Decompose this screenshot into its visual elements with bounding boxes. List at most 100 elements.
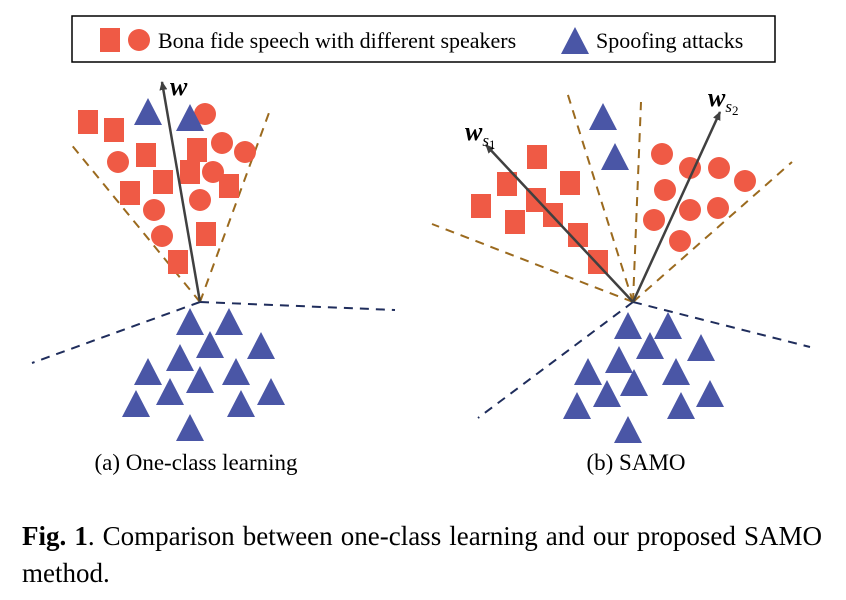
- spoof-triangle: [166, 344, 194, 371]
- panel-a-navy-boundary-left: [31, 301, 201, 364]
- legend: Bona fide speech with different speakers…: [71, 15, 776, 63]
- spoof-triangle: [654, 312, 682, 339]
- panel-b-brown-boundary-1: [431, 223, 634, 303]
- panel-b-brown-boundary-2: [566, 91, 634, 303]
- bona-fide-circle: [107, 151, 129, 173]
- panel-a-spoof-cluster: [122, 98, 285, 441]
- bona-fide-square: [136, 143, 156, 167]
- spoof-triangle: [574, 358, 602, 385]
- panel-a: w (a) One-class learning: [31, 72, 396, 475]
- bona-fide-circle: [189, 189, 211, 211]
- panel-b-caption: (b) SAMO: [586, 450, 685, 475]
- bona-fide-square: [471, 194, 491, 218]
- spoof-triangle-icon: [561, 27, 589, 54]
- bona-fide-square: [527, 145, 547, 169]
- bona-fide-circle: [143, 199, 165, 221]
- spoof-triangle: [134, 98, 162, 125]
- spoof-triangle: [227, 390, 255, 417]
- panel-b-ws2-vector: [631, 111, 722, 303]
- caption-label: Fig. 1: [22, 521, 88, 551]
- panel-a-brown-boundary-right: [199, 109, 271, 303]
- legend-spoof-label: Spoofing attacks: [596, 28, 743, 53]
- panel-a-w-vector: [159, 81, 202, 303]
- panel-b-spoof-cluster: [563, 103, 724, 443]
- bona-fide-square: [180, 160, 200, 184]
- bona-fide-circle: [151, 225, 173, 247]
- bona-fide-circle: [707, 197, 729, 219]
- bona-fide-circle: [669, 230, 691, 252]
- spoof-triangle: [222, 358, 250, 385]
- bona-fide-square: [560, 171, 580, 195]
- bona-fide-circle: [679, 199, 701, 221]
- panel-b-brown-boundary-3: [632, 101, 642, 303]
- bona-fide-square: [568, 223, 588, 247]
- spoof-triangle: [156, 378, 184, 405]
- bona-fide-square: [168, 250, 188, 274]
- spoof-triangle: [215, 308, 243, 335]
- panel-b-navy-boundary-left: [477, 301, 634, 419]
- bona-fide-square: [120, 181, 140, 205]
- spoof-triangle: [134, 358, 162, 385]
- spoof-triangle: [636, 332, 664, 359]
- spoof-triangle: [176, 104, 204, 131]
- legend-frame: [71, 15, 776, 63]
- bona-fide-square-icon: [100, 28, 120, 52]
- spoof-triangle: [589, 103, 617, 130]
- panel-b-ws2-label: ws2: [708, 83, 738, 118]
- spoof-triangle: [605, 346, 633, 373]
- legend-bona-fide-label: Bona fide speech with different speakers: [158, 28, 516, 53]
- spoof-triangle: [247, 332, 275, 359]
- panel-a-w-label: w: [170, 72, 188, 101]
- spoof-triangle: [662, 358, 690, 385]
- spoof-triangle: [563, 392, 591, 419]
- bona-fide-square: [104, 118, 124, 142]
- panel-a-bona-fide-cluster: [78, 103, 256, 274]
- spoof-triangle: [601, 143, 629, 170]
- panel-b-brown-boundary-4: [632, 161, 793, 303]
- spoof-triangle: [176, 308, 204, 335]
- spoof-triangle: [687, 334, 715, 361]
- spoof-triangle: [257, 378, 285, 405]
- bona-fide-square: [153, 170, 173, 194]
- bona-fide-circle: [211, 132, 233, 154]
- panel-b-ws1-vector: [485, 144, 634, 303]
- spoof-triangle: [620, 369, 648, 396]
- bona-fide-square: [505, 210, 525, 234]
- bona-fide-square: [196, 222, 216, 246]
- spoof-triangle: [122, 390, 150, 417]
- spoof-triangle: [176, 414, 204, 441]
- spoof-triangle: [696, 380, 724, 407]
- bona-fide-circle: [651, 143, 673, 165]
- caption-text: . Comparison between one-class learning …: [22, 521, 822, 588]
- spoof-triangle: [614, 416, 642, 443]
- bona-fide-square: [78, 110, 98, 134]
- panel-a-boundaries: [31, 109, 396, 364]
- bona-fide-square: [187, 138, 207, 162]
- spoof-triangle: [614, 312, 642, 339]
- spoof-triangle: [186, 366, 214, 393]
- bona-fide-circle: [679, 157, 701, 179]
- panel-b: ws1 ws2 (b) SAMO: [431, 83, 811, 475]
- spoof-triangle: [667, 392, 695, 419]
- panel-a-brown-boundary-left: [69, 142, 201, 303]
- panel-b-boundaries: [431, 91, 811, 419]
- bona-fide-circle: [194, 103, 216, 125]
- panel-b-navy-boundary-right: [632, 301, 811, 348]
- panel-a-caption: (a) One-class learning: [94, 450, 298, 475]
- bona-fide-circle: [734, 170, 756, 192]
- bona-fide-square: [497, 172, 517, 196]
- panel-a-navy-boundary-right: [199, 301, 396, 311]
- bona-fide-square: [588, 250, 608, 274]
- bona-fide-circle: [202, 161, 224, 183]
- bona-fide-square: [219, 174, 239, 198]
- spoof-triangle: [196, 331, 224, 358]
- bona-fide-circle-icon: [128, 29, 150, 51]
- spoof-triangle: [593, 380, 621, 407]
- bona-fide-circle: [654, 179, 676, 201]
- panel-b-ws1-label: ws1: [465, 117, 495, 152]
- bona-fide-circle: [708, 157, 730, 179]
- bona-fide-circle: [234, 141, 256, 163]
- bona-fide-circle: [643, 209, 665, 231]
- figure-caption: Fig. 1. Comparison between one-class lea…: [22, 518, 822, 592]
